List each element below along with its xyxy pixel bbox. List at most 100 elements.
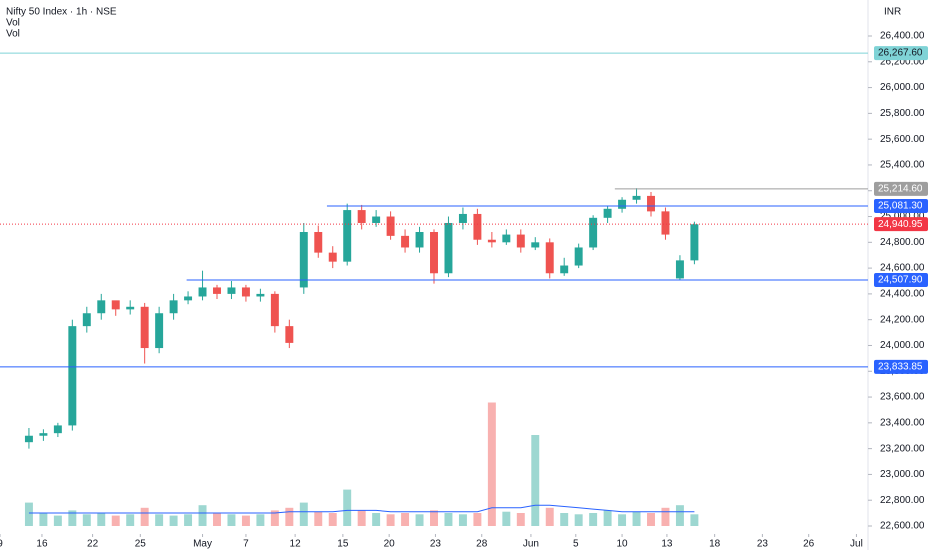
volume-bar — [285, 507, 294, 526]
y-tick-label: 23,400.00 — [880, 417, 925, 428]
candle-body — [126, 306, 135, 310]
x-tick-label: 18 — [709, 539, 721, 550]
candle-body — [39, 433, 48, 436]
indicator-label: Vol — [6, 18, 20, 29]
candle-body — [487, 239, 496, 243]
candle-body — [328, 252, 337, 262]
x-tick-label: 16 — [36, 539, 48, 550]
candle-body — [632, 195, 641, 200]
volume-bar — [661, 507, 670, 526]
candle-body — [24, 435, 33, 443]
y-tick-label: 24,400.00 — [880, 289, 925, 300]
volume-ma-line — [28, 504, 695, 514]
y-tick-label: 23,000.00 — [880, 469, 925, 480]
volume-bar — [314, 511, 323, 526]
volume-bar — [198, 505, 207, 526]
x-tick-label: 28 — [476, 539, 488, 550]
volume-bar — [647, 513, 655, 526]
volume-bar — [241, 515, 250, 526]
volume-bar — [68, 510, 77, 526]
candle-body — [155, 313, 164, 349]
candle-body — [68, 326, 77, 426]
x-tick-label: 15 — [337, 539, 349, 550]
level-label-box — [874, 46, 928, 61]
y-tick-label: 23,600.00 — [880, 392, 925, 403]
volume-bar — [458, 514, 467, 526]
level-label-box — [874, 359, 928, 374]
volume-bar — [357, 510, 366, 526]
volume-bar — [560, 513, 569, 526]
candle-body — [53, 425, 62, 434]
candle-body — [372, 216, 381, 223]
volume-bar — [487, 402, 496, 526]
x-tick-label: May — [193, 539, 212, 550]
candle-body — [82, 313, 91, 327]
candle-body — [314, 232, 323, 253]
last-price-label: 24,940.95 — [878, 219, 923, 230]
level-label: 24,507.90 — [878, 275, 923, 286]
volume-bar — [502, 511, 511, 526]
candle-body — [458, 213, 467, 223]
volume-bar — [516, 513, 525, 526]
y-tick-label: 25,400.00 — [880, 160, 925, 171]
candle-body — [140, 306, 149, 349]
candle-body — [241, 287, 250, 297]
candle-body — [516, 234, 525, 248]
level-label-box — [874, 199, 928, 214]
volume-bar — [97, 513, 106, 526]
candle-body — [97, 300, 106, 314]
y-tick-label: 22,600.00 — [880, 521, 925, 532]
candle-body — [386, 216, 395, 236]
level-label: 23,833.85 — [878, 362, 923, 373]
volume-bar — [618, 514, 627, 526]
volume-bar — [343, 489, 352, 526]
currency-label: INR — [884, 7, 901, 18]
volume-bar — [401, 513, 410, 526]
volume-bar — [430, 510, 438, 526]
candle-body — [560, 265, 569, 274]
volume-bar — [545, 507, 554, 526]
volume-bar — [140, 507, 149, 526]
volume-bar — [53, 515, 62, 526]
candle-body — [661, 211, 670, 235]
x-tick-label: 5 — [573, 539, 579, 550]
volume-bar — [372, 513, 381, 526]
y-tick-label: 24,800.00 — [880, 237, 925, 248]
y-tick-label: 26,400.00 — [880, 31, 925, 42]
candle-body — [227, 287, 236, 294]
candle-body — [603, 208, 612, 218]
candle-body — [531, 242, 540, 248]
candle-body — [256, 293, 265, 297]
x-tick-label: 7 — [243, 539, 249, 550]
volume-bar — [675, 505, 684, 526]
candle-body — [401, 235, 410, 248]
y-tick-label: 24,200.00 — [880, 314, 925, 325]
candle-body — [589, 217, 598, 248]
y-tick-label: 25,800.00 — [880, 108, 925, 119]
x-tick-label: 12 — [290, 539, 302, 550]
y-tick-label: 25,000.00 — [880, 211, 925, 222]
level-label: 25,214.60 — [878, 183, 923, 194]
volume-bar — [169, 515, 178, 526]
y-tick-label: 24,600.00 — [880, 263, 925, 274]
level-label-box — [874, 181, 928, 196]
x-tick-label: Jun — [523, 539, 539, 550]
candle-body — [690, 224, 699, 261]
candle-body — [574, 247, 583, 266]
volume-bar — [227, 514, 236, 526]
volume-bar — [531, 435, 540, 526]
candle-body — [473, 213, 482, 240]
candle-body — [343, 210, 352, 262]
candle-body — [502, 234, 511, 243]
volume-bar — [632, 511, 641, 526]
volume-bar — [299, 502, 308, 526]
x-tick-label: 13 — [661, 539, 673, 550]
candle-body — [675, 260, 684, 279]
indicator-label: Vol — [6, 29, 20, 40]
candle-body — [198, 287, 207, 297]
candle-body — [415, 232, 424, 248]
x-tick-label: 9 — [0, 539, 3, 550]
y-tick-label: 22,800.00 — [880, 495, 925, 506]
candle-body — [111, 300, 120, 310]
volume-bar — [256, 514, 265, 526]
